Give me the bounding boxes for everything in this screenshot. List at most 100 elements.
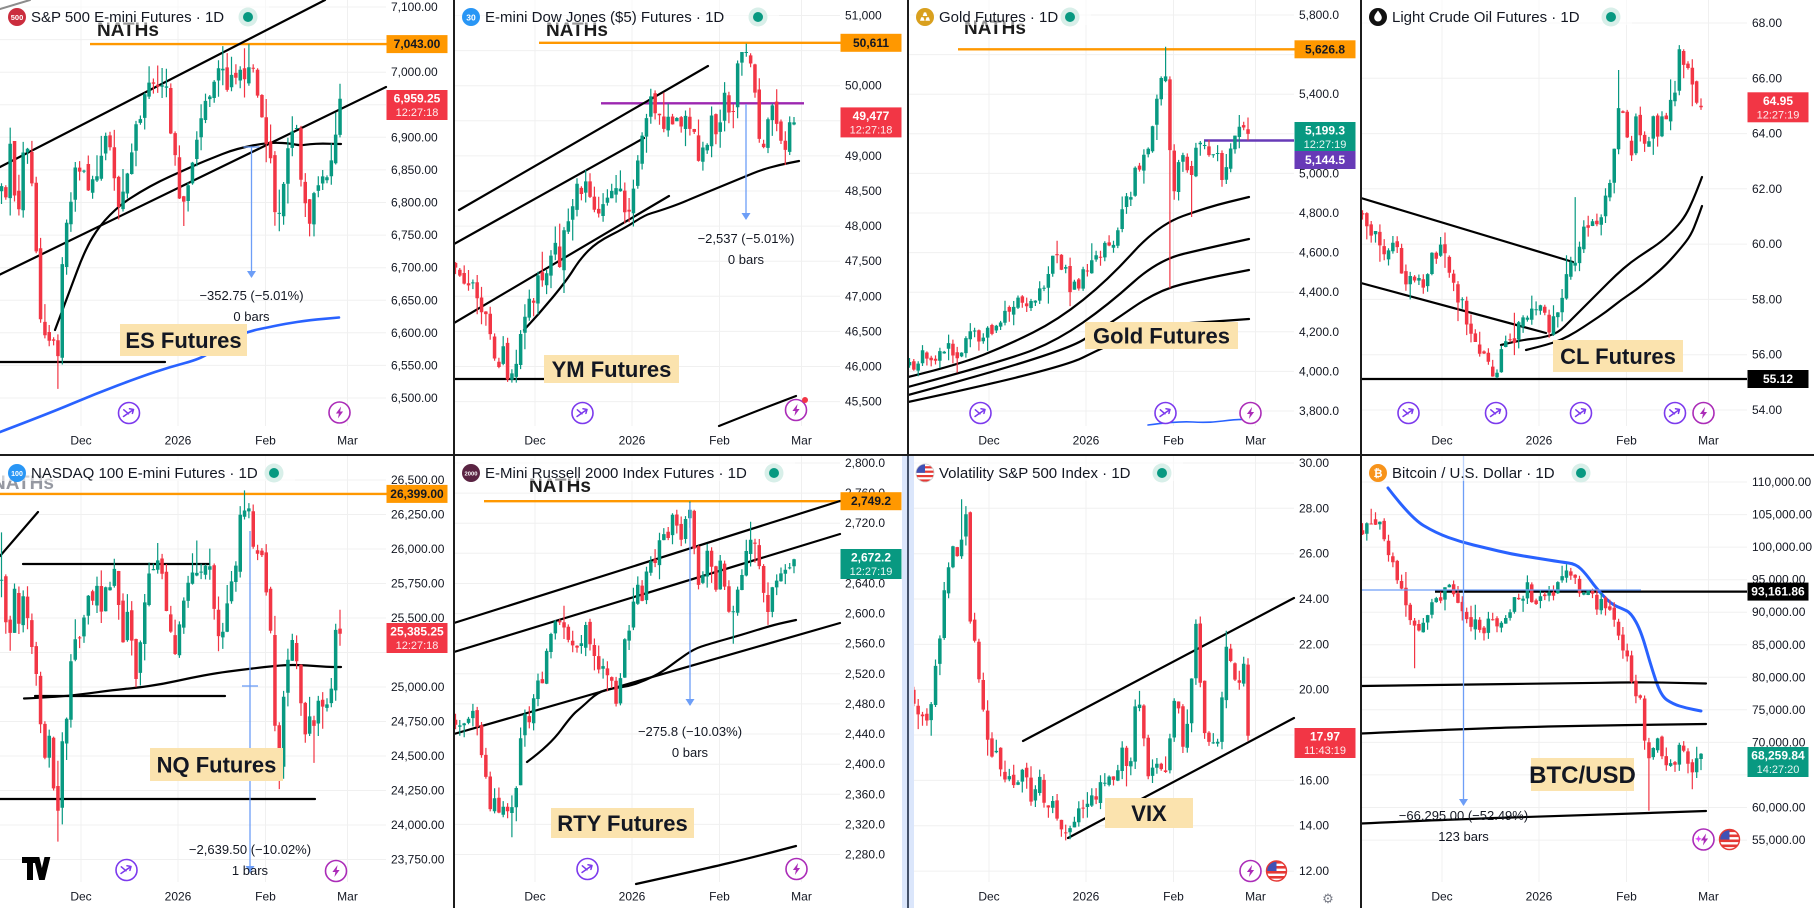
svg-text:Dec: Dec: [524, 434, 545, 448]
svg-text:55,000.00: 55,000.00: [1752, 833, 1806, 847]
svg-text:26,000.00: 26,000.00: [391, 542, 445, 556]
svg-text:5,800.0: 5,800.0: [1299, 8, 1339, 22]
svg-text:64.95: 64.95: [1763, 94, 1793, 108]
svg-text:4,600.0: 4,600.0: [1299, 246, 1339, 260]
svg-text:4,400.0: 4,400.0: [1299, 285, 1339, 299]
svg-text:49,477: 49,477: [853, 109, 890, 123]
svg-text:12:27:18: 12:27:18: [396, 107, 439, 119]
svg-text:11:43:19: 11:43:19: [1304, 745, 1346, 757]
svg-text:28.00: 28.00: [1299, 501, 1329, 515]
svg-text:Dec: Dec: [978, 890, 999, 904]
svg-text:12:27:18: 12:27:18: [396, 640, 439, 652]
svg-text:6,900.00: 6,900.00: [391, 130, 438, 144]
svg-text:Feb: Feb: [1163, 890, 1184, 904]
svg-text:Feb: Feb: [709, 434, 730, 448]
svg-text:NQ Futures: NQ Futures: [157, 752, 277, 777]
svg-text:7,000.00: 7,000.00: [391, 65, 438, 79]
svg-text:2026: 2026: [1526, 434, 1553, 448]
svg-text:17.97: 17.97: [1310, 730, 1340, 744]
svg-text:Bitcoin / U.S. Dollar · 1D: Bitcoin / U.S. Dollar · 1D: [1392, 465, 1555, 482]
svg-text:22.00: 22.00: [1299, 637, 1329, 651]
svg-text:51,000: 51,000: [845, 9, 882, 23]
svg-text:64.00: 64.00: [1752, 127, 1782, 141]
svg-text:Dec: Dec: [70, 434, 91, 448]
svg-text:49,000: 49,000: [845, 149, 882, 163]
svg-text:47,000: 47,000: [845, 289, 882, 303]
svg-text:2026: 2026: [1073, 890, 1100, 904]
svg-text:2,720.0: 2,720.0: [845, 516, 885, 530]
svg-text:75,000.00: 75,000.00: [1752, 703, 1806, 717]
svg-text:23,750.00: 23,750.00: [391, 853, 445, 867]
svg-text:2026: 2026: [1526, 890, 1553, 904]
svg-text:Gold Futures · 1D: Gold Futures · 1D: [939, 9, 1058, 26]
svg-text:0 bars: 0 bars: [728, 252, 765, 267]
svg-text:30: 30: [466, 13, 476, 23]
svg-text:12:27:19: 12:27:19: [1304, 139, 1347, 151]
svg-text:6,500.00: 6,500.00: [391, 391, 438, 405]
svg-text:Light Crude Oil Futures · 1D: Light Crude Oil Futures · 1D: [1392, 9, 1580, 26]
svg-text:Dec: Dec: [1431, 890, 1452, 904]
svg-text:−2,537 (−5.01%): −2,537 (−5.01%): [698, 231, 795, 246]
svg-text:46,500: 46,500: [845, 324, 882, 338]
svg-text:24,000.00: 24,000.00: [391, 818, 445, 832]
svg-text:56.00: 56.00: [1752, 348, 1782, 362]
svg-text:Feb: Feb: [1616, 890, 1637, 904]
svg-text:E-mini Dow Jones ($5) Futures: E-mini Dow Jones ($5) Futures · 1D: [485, 9, 724, 26]
svg-text:66.00: 66.00: [1752, 71, 1782, 85]
svg-text:2026: 2026: [619, 434, 646, 448]
svg-text:14:27:20: 14:27:20: [1757, 764, 1800, 776]
svg-text:6,750.00: 6,750.00: [391, 228, 438, 242]
svg-text:26.00: 26.00: [1299, 547, 1329, 561]
svg-text:6,600.00: 6,600.00: [391, 326, 438, 340]
svg-text:2,480.0: 2,480.0: [845, 697, 885, 711]
svg-text:6,959.25: 6,959.25: [394, 92, 441, 106]
svg-text:24,500.00: 24,500.00: [391, 749, 445, 763]
svg-text:Dec: Dec: [70, 890, 91, 904]
svg-text:1 bars: 1 bars: [232, 863, 269, 878]
svg-text:26,500.00: 26,500.00: [391, 473, 445, 487]
svg-text:4,200.0: 4,200.0: [1299, 325, 1339, 339]
svg-text:2,520.0: 2,520.0: [845, 667, 885, 681]
svg-text:6,850.00: 6,850.00: [391, 163, 438, 177]
svg-text:26,399.00: 26,399.00: [390, 487, 444, 501]
svg-text:24.00: 24.00: [1299, 592, 1329, 606]
svg-text:Dec: Dec: [524, 890, 545, 904]
svg-text:123 bars: 123 bars: [1438, 829, 1489, 844]
svg-text:Mar: Mar: [1698, 890, 1719, 904]
svg-text:5,144.5: 5,144.5: [1305, 153, 1345, 167]
svg-text:CL Futures: CL Futures: [1560, 344, 1676, 369]
svg-text:NATHs: NATHs: [97, 20, 159, 41]
svg-text:−66,295.00 (−52.49%): −66,295.00 (−52.49%): [1399, 808, 1528, 823]
svg-text:68.00: 68.00: [1752, 16, 1782, 30]
svg-text:Mar: Mar: [1245, 890, 1266, 904]
svg-text:46,000: 46,000: [845, 360, 882, 374]
svg-text:2,440.0: 2,440.0: [845, 727, 885, 741]
svg-text:Feb: Feb: [255, 890, 276, 904]
svg-text:2,280.0: 2,280.0: [845, 848, 885, 862]
svg-text:4,800.0: 4,800.0: [1299, 206, 1339, 220]
svg-text:₿: ₿: [1374, 468, 1383, 480]
svg-text:NATHs: NATHs: [529, 476, 591, 497]
svg-text:Mar: Mar: [1698, 434, 1719, 448]
svg-text:6,700.00: 6,700.00: [391, 261, 438, 275]
svg-text:47,500: 47,500: [845, 254, 882, 268]
svg-text:Volatility S&P 500 Index · 1D: Volatility S&P 500 Index · 1D: [939, 465, 1131, 482]
svg-text:2000: 2000: [465, 471, 478, 477]
svg-text:7,043.00: 7,043.00: [394, 37, 441, 51]
svg-text:0 bars: 0 bars: [233, 309, 270, 324]
svg-text:12:27:18: 12:27:18: [850, 124, 893, 136]
svg-text:2,672.2: 2,672.2: [851, 551, 891, 565]
svg-text:70,000.00: 70,000.00: [1752, 735, 1806, 749]
svg-text:Dec: Dec: [1431, 434, 1452, 448]
svg-text:14.00: 14.00: [1299, 819, 1329, 833]
svg-text:58.00: 58.00: [1752, 292, 1782, 306]
svg-text:Gold Futures: Gold Futures: [1093, 323, 1230, 348]
svg-text:12:27:19: 12:27:19: [1757, 109, 1800, 121]
svg-text:50,000: 50,000: [845, 79, 882, 93]
svg-text:−2,639.50 (−10.02%): −2,639.50 (−10.02%): [189, 842, 311, 857]
svg-text:24,750.00: 24,750.00: [391, 715, 445, 729]
svg-text:5,626.8: 5,626.8: [1305, 42, 1345, 56]
svg-text:NASDAQ 100 E-mini Futures · 1D: NASDAQ 100 E-mini Futures · 1D: [31, 465, 258, 482]
svg-text:NATHs: NATHs: [546, 20, 608, 41]
svg-text:25,385.25: 25,385.25: [390, 625, 444, 639]
